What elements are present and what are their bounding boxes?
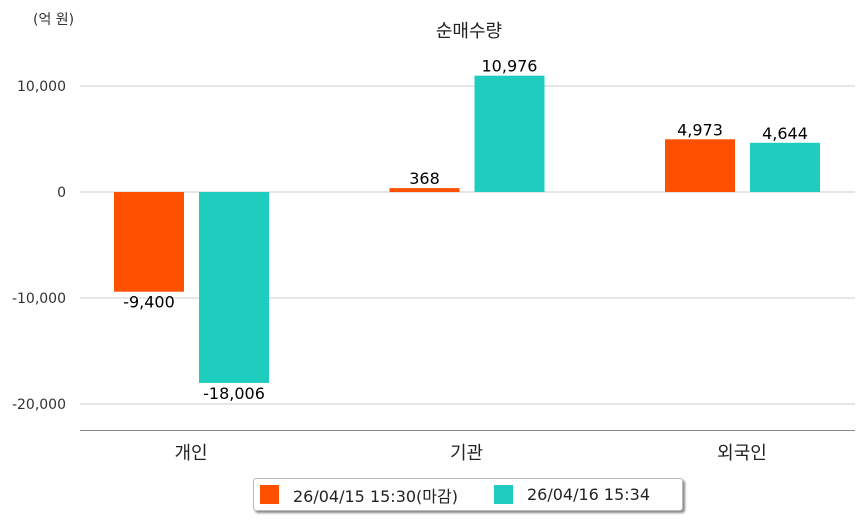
data-label: 4,973 — [677, 120, 723, 139]
legend: 26/04/15 15:30(마감) 26/04/16 15:34 — [253, 478, 683, 511]
bar-개인 — [199, 192, 269, 383]
y-tick-label: 10,000 — [17, 79, 66, 95]
legend-item-series-2[interactable]: 26/04/16 15:34 — [493, 485, 651, 504]
data-label: -18,006 — [203, 384, 265, 403]
y-tick-label: 0 — [57, 185, 66, 201]
data-label: 368 — [409, 169, 440, 188]
chart-title: 순매수량 — [436, 21, 502, 42]
legend-label: 26/04/16 15:34 — [526, 485, 651, 504]
bar-외국인 — [750, 142, 820, 193]
data-label: 4,644 — [762, 124, 808, 143]
data-label: 10,976 — [482, 57, 538, 76]
y-tick-label: -10,000 — [12, 291, 66, 307]
y-tick-label: -20,000 — [12, 397, 66, 413]
x-tick-label: 개인 — [174, 443, 207, 464]
bar-외국인 — [665, 139, 735, 193]
bar-개인 — [114, 192, 184, 292]
unit-label: (억 원) — [33, 12, 74, 28]
x-tick-label: 외국인 — [717, 443, 767, 464]
data-label: -9,400 — [123, 293, 175, 312]
bar-기관 — [389, 188, 460, 193]
legend-swatch — [493, 485, 513, 504]
x-tick-label: 기관 — [450, 443, 483, 464]
legend-swatch — [260, 485, 279, 504]
legend-label: 26/04/15 15:30(마감) — [293, 486, 458, 506]
bar-기관 — [474, 75, 545, 193]
legend-item-series-1[interactable]: 26/04/15 15:30(마감) — [260, 483, 458, 507]
